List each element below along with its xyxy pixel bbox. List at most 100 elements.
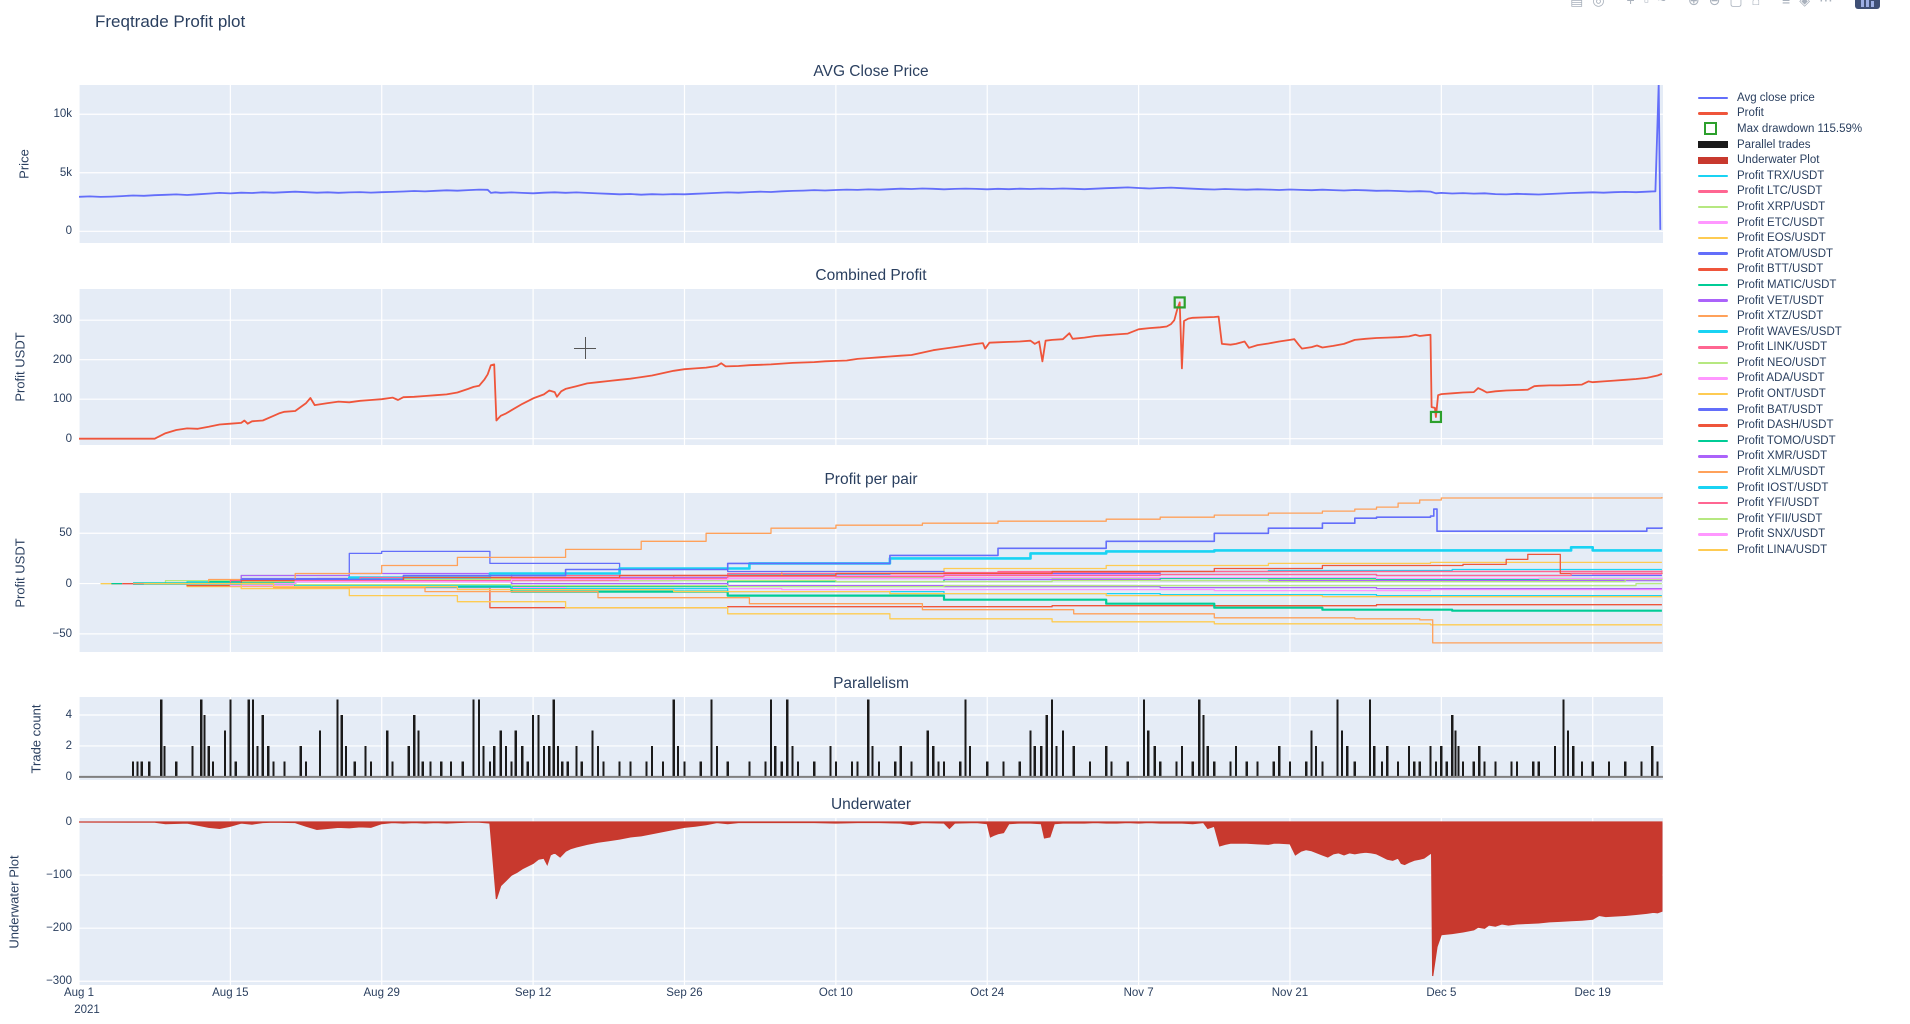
underwater-plot-area[interactable]	[79, 818, 1663, 985]
legend-swatch-icon	[1698, 299, 1732, 302]
legend-swatch-icon	[1698, 236, 1732, 240]
legend-item-profit-xmr-usdt[interactable]: Profit XMR/USDT	[1698, 449, 1862, 465]
camera-icon[interactable]: ▤	[1570, 0, 1584, 8]
legend-swatch-icon	[1698, 486, 1732, 489]
legend-item-profit-ltc-usdt[interactable]: Profit LTC/USDT	[1698, 184, 1862, 200]
legend-swatch-icon	[1698, 408, 1732, 411]
profit-per-pair-plot-background	[79, 493, 1663, 652]
legend-label: Profit BTT/USDT	[1737, 263, 1824, 276]
legend-label: Profit ONT/USDT	[1737, 388, 1826, 401]
profit-per-pair-plot-area[interactable]	[79, 493, 1663, 652]
legend-swatch-icon	[1698, 346, 1732, 349]
toggle-spikelines-icon[interactable]: ≡	[1782, 0, 1791, 8]
legend: Avg close price Profit Max drawdown 115.59…	[1698, 90, 1862, 558]
plotly-logo-icon[interactable]	[1855, 0, 1880, 9]
legend-item-max-drawdown-115-59-[interactable]: Max drawdown 115.59%	[1698, 121, 1862, 137]
legend-label: Avg close price	[1737, 91, 1815, 104]
legend-item-profit-etc-usdt[interactable]: Profit ETC/USDT	[1698, 215, 1862, 231]
x-axis-tick: Dec 5	[1426, 987, 1457, 999]
legend-label: Profit NEO/USDT	[1737, 356, 1827, 369]
legend-swatch-icon	[1698, 283, 1732, 287]
autoscale-icon[interactable]: ▢	[1729, 0, 1743, 8]
legend-item-underwater-plot[interactable]: Underwater Plot	[1698, 152, 1862, 168]
legend-item-profit-vet-usdt[interactable]: Profit VET/USDT	[1698, 293, 1862, 309]
avg-close-price-plot-area[interactable]	[79, 85, 1663, 243]
x-axis-tick: Nov 7	[1123, 987, 1154, 999]
legend-label: Profit LTC/USDT	[1737, 185, 1823, 198]
legend-label: Profit TOMO/USDT	[1737, 434, 1836, 447]
zoom-in-icon[interactable]: ⊕	[1687, 0, 1700, 8]
legend-swatch-icon	[1698, 314, 1732, 318]
legend-item-profit-waves-usdt[interactable]: Profit WAVES/USDT	[1698, 324, 1862, 340]
legend-label: Profit IOST/USDT	[1737, 481, 1829, 494]
legend-item-profit-yfi-usdt[interactable]: Profit YFI/USDT	[1698, 495, 1862, 511]
legend-swatch-icon	[1698, 122, 1732, 136]
zoom-icon[interactable]: ◎	[1592, 0, 1605, 8]
legend-item-profit-xtz-usdt[interactable]: Profit XTZ/USDT	[1698, 308, 1862, 324]
subplot-title-underwater: Underwater	[830, 796, 912, 813]
legend-label: Profit LINA/USDT	[1737, 544, 1828, 557]
combined-profit-plot-area[interactable]	[79, 289, 1663, 445]
combined-profit-ytick: 100	[52, 393, 72, 406]
legend-item-avg-close-price[interactable]: Avg close price	[1698, 90, 1862, 106]
subplot-title-combined-profit: Combined Profit	[815, 267, 927, 284]
legend-item-profit-btt-usdt[interactable]: Profit BTT/USDT	[1698, 262, 1862, 278]
legend-item-profit-matic-usdt[interactable]: Profit MATIC/USDT	[1698, 277, 1862, 293]
legend-item-profit-link-usdt[interactable]: Profit LINK/USDT	[1698, 340, 1862, 356]
legend-label: Max drawdown 115.59%	[1737, 122, 1863, 135]
box-select-icon[interactable]: ▫	[1643, 0, 1649, 8]
legend-item-profit-tomo-usdt[interactable]: Profit TOMO/USDT	[1698, 433, 1862, 449]
legend-item-profit-bat-usdt[interactable]: Profit BAT/USDT	[1698, 402, 1862, 418]
hover-closest-icon[interactable]: ◈	[1799, 0, 1810, 8]
parallelism-plot-area[interactable]	[79, 697, 1663, 780]
legend-swatch-icon	[1698, 330, 1732, 333]
legend-swatch-icon	[1698, 190, 1732, 193]
combined-profit-ytick: 200	[52, 353, 72, 366]
legend-item-profit-eos-usdt[interactable]: Profit EOS/USDT	[1698, 230, 1862, 246]
profit-per-pair-ytick: 50	[59, 527, 72, 540]
legend-item-profit-trx-usdt[interactable]: Profit TRX/USDT	[1698, 168, 1862, 184]
legend-label: Profit BAT/USDT	[1737, 403, 1824, 416]
legend-label: Profit ETC/USDT	[1737, 216, 1825, 229]
legend-item-profit-ont-usdt[interactable]: Profit ONT/USDT	[1698, 386, 1862, 402]
zoom-out-icon[interactable]: ⊖	[1708, 0, 1721, 8]
legend-item-profit-atom-usdt[interactable]: Profit ATOM/USDT	[1698, 246, 1862, 262]
legend-swatch-icon	[1698, 424, 1732, 427]
legend-swatch-icon	[1698, 174, 1732, 178]
subplot-title-avg-close-price: AVG Close Price	[813, 63, 929, 80]
legend-item-profit-xlm-usdt[interactable]: Profit XLM/USDT	[1698, 464, 1862, 480]
legend-swatch-icon	[1698, 517, 1732, 521]
underwater-ytick: −300	[46, 975, 72, 988]
x-axis-tick: Sep 12	[514, 987, 552, 999]
legend-item-profit-neo-usdt[interactable]: Profit NEO/USDT	[1698, 355, 1862, 371]
combined-profit-ytick: 300	[52, 314, 72, 327]
legend-swatch-icon	[1698, 361, 1732, 365]
legend-item-profit-ada-usdt[interactable]: Profit ADA/USDT	[1698, 371, 1862, 387]
legend-item-profit-dash-usdt[interactable]: Profit DASH/USDT	[1698, 417, 1862, 433]
legend-item-profit-iost-usdt[interactable]: Profit IOST/USDT	[1698, 480, 1862, 496]
legend-item-profit[interactable]: Profit	[1698, 106, 1862, 122]
legend-swatch-icon	[1698, 439, 1732, 443]
profit-per-pair-ytick: 0	[65, 577, 72, 590]
legend-label: Profit YFI/USDT	[1737, 497, 1820, 510]
x-axis-tick: Oct 10	[818, 987, 853, 999]
lasso-icon[interactable]: ~	[1657, 0, 1666, 8]
avg-close-price-plot-background	[79, 85, 1663, 243]
underwater-ytick: −100	[46, 869, 72, 882]
legend-swatch-icon	[1698, 112, 1732, 115]
legend-swatch-icon	[1698, 455, 1732, 458]
legend-label: Profit ADA/USDT	[1737, 372, 1825, 385]
legend-label: Profit WAVES/USDT	[1737, 325, 1842, 338]
legend-item-profit-yfii-usdt[interactable]: Profit YFII/USDT	[1698, 511, 1862, 527]
legend-item-parallel-trades[interactable]: Parallel trades	[1698, 137, 1862, 153]
x-axis-tick: Oct 24	[970, 987, 1005, 999]
hover-compare-icon[interactable]: ⋯	[1819, 0, 1833, 8]
reset-axes-icon[interactable]: ⌂	[1751, 0, 1761, 8]
subplot-title-profit-per-pair: Profit per pair	[824, 471, 918, 488]
y-axis-label-profit-usdt-2: Profit USDT	[12, 537, 28, 608]
legend-label: Profit DASH/USDT	[1737, 419, 1834, 432]
legend-item-profit-snx-usdt[interactable]: Profit SNX/USDT	[1698, 527, 1862, 543]
legend-item-profit-xrp-usdt[interactable]: Profit XRP/USDT	[1698, 199, 1862, 215]
legend-item-profit-lina-usdt[interactable]: Profit LINA/USDT	[1698, 542, 1862, 558]
pan-icon[interactable]: +	[1626, 0, 1635, 8]
